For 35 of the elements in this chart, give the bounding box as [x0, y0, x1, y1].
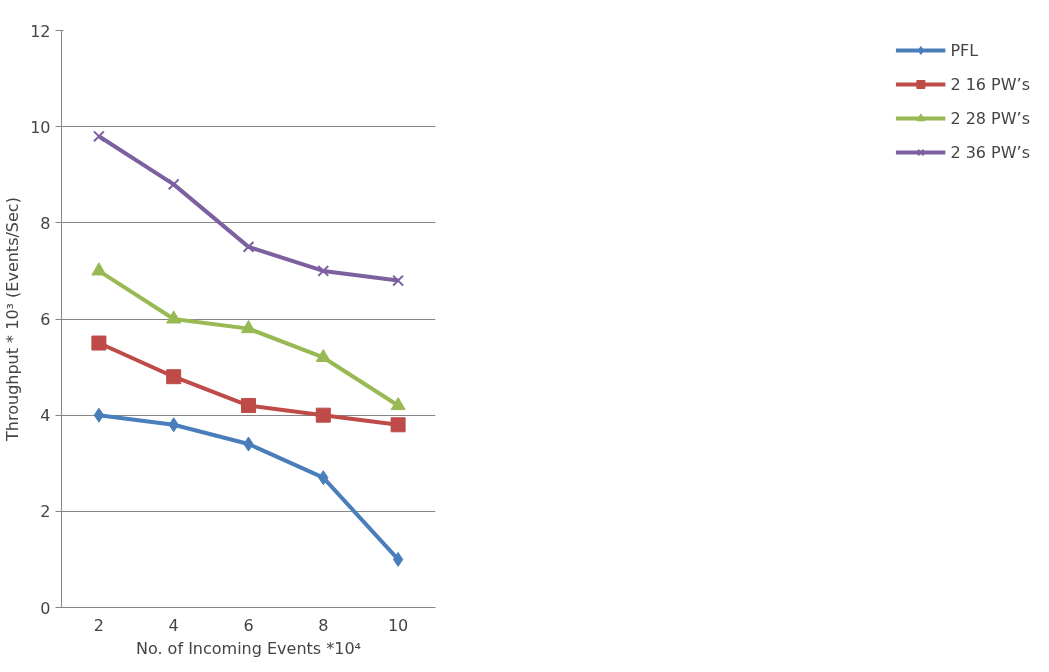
y-tick-label: 2	[40, 502, 51, 522]
point	[242, 240, 255, 253]
y-tick-label: 6	[40, 310, 51, 329]
point	[392, 551, 404, 567]
y-axis-title: Throughput * 10³ (Events/Sec)	[3, 197, 23, 442]
legend-label: 2 28 PW’s	[950, 108, 1030, 128]
point	[91, 262, 107, 276]
point	[167, 178, 180, 191]
point	[390, 396, 406, 411]
point	[93, 407, 105, 423]
y-tick-label: 12	[30, 21, 51, 41]
point	[317, 264, 330, 277]
x-tick-label: 6	[243, 615, 254, 635]
point	[315, 407, 331, 423]
y-tick-label: 8	[40, 213, 51, 233]
point	[241, 320, 256, 334]
x-tick-label: 2	[93, 615, 104, 635]
point	[392, 274, 405, 287]
point	[390, 417, 406, 433]
legend-label: 2 16 PW’s	[950, 74, 1030, 94]
x-axis-title: No. of Incoming Events *10⁴	[135, 638, 362, 658]
point	[91, 335, 107, 351]
point	[241, 398, 256, 414]
x-tick-label: 10	[387, 615, 409, 635]
point	[166, 369, 182, 385]
y-tick-label: 0	[40, 598, 51, 618]
x-tick-label: 8	[318, 615, 329, 635]
y-tick-label: 4	[40, 406, 51, 426]
y-tick-label: 10	[30, 117, 51, 137]
point	[166, 310, 182, 324]
point	[92, 130, 105, 143]
legend-label: PFL	[950, 40, 979, 60]
point	[315, 348, 331, 363]
legend-label: 2 36 PW’s	[950, 142, 1030, 162]
x-tick-label: 4	[168, 615, 179, 635]
